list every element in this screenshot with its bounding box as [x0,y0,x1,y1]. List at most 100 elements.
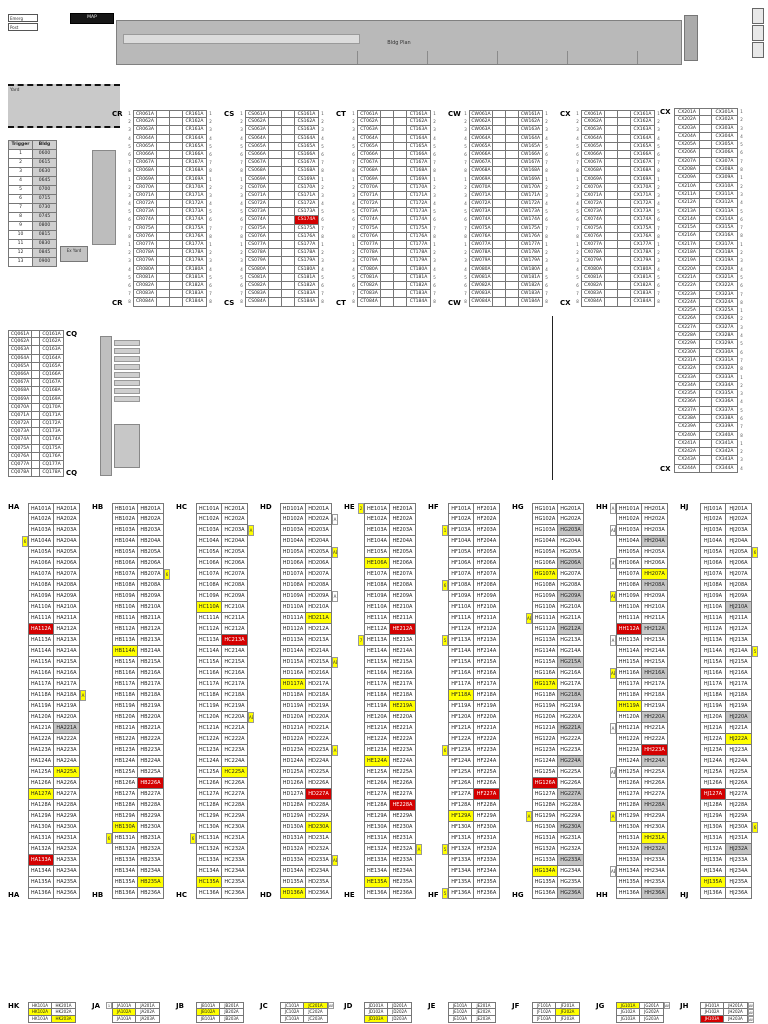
cell-code[interactable]: HF115A [448,657,474,668]
flag-cell[interactable]: 2 [358,503,364,514]
cell-code[interactable]: HC203A [222,525,248,536]
cell-code[interactable]: HB234A [138,866,164,877]
cell-code[interactable]: HE232A [390,844,416,855]
cell-empty[interactable] [381,110,394,119]
cell-code[interactable]: HF236A [474,888,500,899]
flag-cell[interactable] [664,1009,670,1016]
flag-cell[interactable] [80,580,86,591]
cell-code[interactable]: CS082A [245,281,269,291]
cell-code[interactable]: CX237A [674,406,700,415]
cell-code[interactable]: HF216A [474,668,500,679]
cell-code[interactable]: HC225A [222,767,248,778]
flag-cell[interactable] [248,734,254,745]
cell-code[interactable]: CQ063A [8,346,32,355]
cell-empty[interactable] [605,191,618,201]
flag-cell[interactable]: AB [332,547,338,558]
cell-code[interactable]: CR183A [183,290,207,299]
cell-code[interactable]: CS176A [295,232,319,241]
cell-code[interactable]: HB223A [138,745,164,756]
flag-cell[interactable] [332,734,338,745]
flag-cell[interactable] [80,646,86,657]
cell-code[interactable]: HF204A [474,536,500,547]
cell-code[interactable]: HJ103A [700,525,726,536]
cell-code[interactable]: HA106A [28,558,54,569]
flag-cell[interactable] [80,723,86,734]
cell-code[interactable]: CX316A [712,232,738,241]
cell-code[interactable]: HC102A [196,514,222,525]
cell-code[interactable]: CS162A [295,118,319,127]
cell-code[interactable]: CX168A [631,167,655,176]
cell-code[interactable]: CX216A [674,232,700,241]
cell-code[interactable]: HJ110A [700,602,726,613]
cell-code[interactable]: HH215A [642,657,668,668]
flag-cell[interactable] [500,690,506,701]
cell-empty[interactable] [381,134,394,143]
cell-code[interactable]: CX077A [581,241,605,250]
cell-code[interactable]: HB135A [112,877,138,888]
cell-code[interactable]: HD217A [306,679,332,690]
flag-cell[interactable] [668,668,674,679]
cell-empty[interactable] [282,208,295,217]
cell-code[interactable]: CR163A [183,126,207,135]
cell-code[interactable]: HG232A [558,844,584,855]
cell-empty[interactable] [282,290,295,299]
cell-code[interactable]: HH128A [616,800,642,811]
cell-empty[interactable] [381,159,394,168]
flag-cell[interactable] [500,569,506,580]
cell-code[interactable]: CS073A [245,208,269,217]
flag-cell[interactable] [580,1002,586,1009]
flag-cell[interactable] [332,635,338,646]
cell-code[interactable]: HJ231A [726,833,752,844]
cell-code[interactable]: CR179A [183,257,207,266]
cell-code[interactable]: CT179A [407,257,431,266]
cell-code[interactable]: HB236A [138,888,164,899]
cell-code[interactable]: HA131A [28,833,54,844]
cell-code[interactable]: HD203A [306,525,332,536]
cell-code[interactable]: HD105A [280,547,306,558]
flag-cell[interactable] [584,822,590,833]
cell-code[interactable]: HJ217A [726,679,752,690]
cell-code[interactable]: CW181A [519,273,543,282]
cell-code[interactable]: HJ116A [700,668,726,679]
flag-cell[interactable] [668,789,674,800]
cell-code[interactable]: CS062A [245,118,269,127]
cell-code[interactable]: CR161A [183,110,207,119]
flag-cell[interactable] [500,877,506,888]
cell-code[interactable]: HE233A [390,855,416,866]
flag-cell[interactable] [80,701,86,712]
cell-code[interactable]: CR072A [133,200,157,209]
cell-code[interactable]: CR084A [133,298,157,307]
flag-cell[interactable] [416,866,422,877]
flag-cell[interactable] [752,844,758,855]
flag-cell[interactable]: AM [748,1016,754,1023]
cell-code[interactable]: CR082A [133,281,157,291]
cell-code[interactable]: CS178A [295,249,319,258]
cell-empty[interactable] [381,191,394,201]
cell-code[interactable]: HC126A [196,778,222,789]
cell-code[interactable]: HC222A [222,734,248,745]
flag-cell[interactable] [332,602,338,613]
cell-code[interactable]: CQ065A [8,362,32,371]
cell-code[interactable]: CT084A [357,298,381,307]
cell-code[interactable]: CX068A [581,167,605,176]
flag-cell[interactable] [496,1002,502,1009]
cell-code[interactable]: CR078A [133,249,157,258]
cell-code[interactable]: HJ209A [726,591,752,602]
cell-code[interactable]: HF127A [448,789,474,800]
cell-code[interactable]: CQ168A [40,387,64,396]
cell-empty[interactable] [700,174,712,183]
cell-code[interactable]: CQ073A [8,428,32,437]
cell-code[interactable]: CW161A [519,110,543,119]
cell-empty[interactable] [157,265,170,274]
flag-cell[interactable] [164,690,170,701]
cell-empty[interactable] [493,159,506,168]
cell-code[interactable]: HG127A [532,789,558,800]
cell-code[interactable]: CS168A [295,167,319,176]
cell-code[interactable]: JD201A [388,1002,412,1009]
flag-cell[interactable] [752,745,758,756]
cell-code[interactable]: HB233A [138,855,164,866]
cell-code[interactable]: CQ068A [8,387,32,396]
cell-code[interactable]: HH113A [616,635,642,646]
flag-cell[interactable] [668,723,674,734]
cell-empty[interactable] [506,118,519,127]
